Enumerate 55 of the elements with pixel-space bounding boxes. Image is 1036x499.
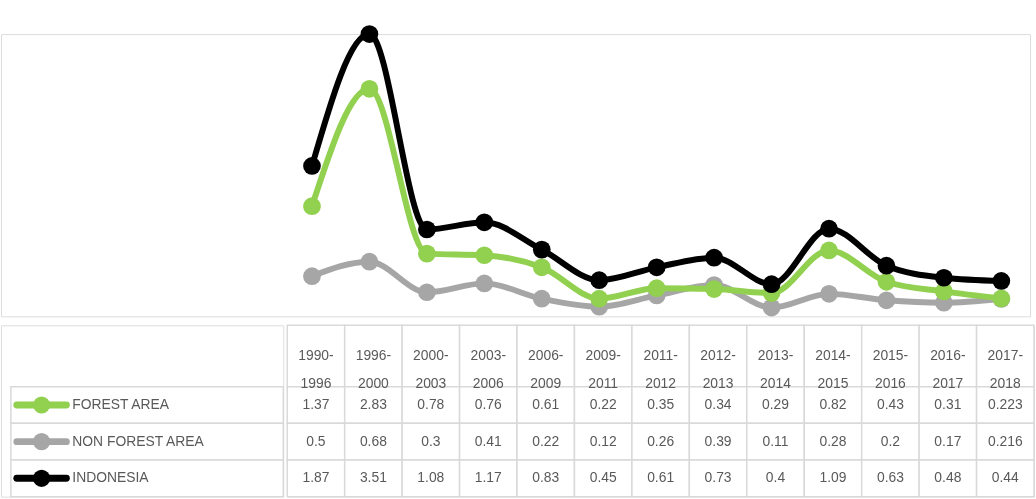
data-label: 0.83 [532,469,560,486]
data-label: 0.41 [474,432,503,449]
data-label: 0.28 [819,432,847,449]
data-label: 0.26 [647,432,675,449]
x-tick-label: 2015-2016 [872,346,909,391]
data-label: 0.3 [421,432,441,449]
data-label: 0.216 [987,432,1023,449]
x-tick-label: 2012-2013 [700,346,736,391]
data-label: 2.83 [359,395,388,412]
data-label: 0.12 [589,432,617,449]
x-tick-label: 2014-2015 [815,346,851,391]
data-label: 0.35 [647,395,675,412]
x-tick-label: 2011-2012 [643,346,678,391]
data-label: 0.43 [876,395,905,412]
data-label: 1.37 [302,395,330,412]
x-tick-label: 2016-2017 [930,346,966,391]
data-label: 0.11 [762,432,789,449]
data-label: 0.44 [991,469,1020,486]
x-tick-label: 1990-1996 [298,346,334,391]
data-label: 0.31 [934,395,962,412]
data-label: 0.61 [647,469,675,486]
data-label: 0.2 [880,432,901,449]
data-label: 0.5 [306,432,326,449]
data-label: 0.48 [934,469,962,486]
x-tick-label: 2009-2011 [585,346,621,391]
data-label: 0.223 [987,395,1023,412]
data-label: 0.76 [474,395,503,412]
data-label: 0.39 [704,432,732,449]
data-label: 0.17 [934,432,962,449]
x-tick-label: 1996-2000 [355,346,392,391]
data-label: 0.45 [589,469,617,486]
data-label: 0.68 [359,432,388,449]
legend-label: FOREST AREA [72,395,170,412]
data-label: 1.09 [819,469,847,486]
data-label: 0.34 [704,395,732,412]
x-tick-label: 2017-2018 [987,346,1024,391]
x-tick-label: 2003-2006 [470,346,507,391]
data-label: 0.78 [417,395,445,412]
data-label: 3.51 [359,469,388,486]
data-label: 0.73 [704,469,732,486]
x-tick-label: 2013-2014 [757,346,794,391]
data-label: 0.4 [765,469,786,486]
data-label: 0.63 [876,469,905,486]
x-tick-label: 2006-2009 [528,346,564,391]
data-label: 0.82 [819,395,847,412]
legend-label: INDONESIA [72,469,150,486]
data-label: 1.08 [417,469,445,486]
data-label: 0.22 [589,395,617,412]
legend-label: NON FOREST AREA [72,432,205,449]
data-label: 1.17 [474,469,503,486]
x-tick-label: 2000-2003 [413,346,449,391]
data-label: 0.29 [762,395,790,412]
data-label: 0.22 [532,432,560,449]
data-label: 0.61 [532,395,560,412]
data-label: 1.87 [302,469,330,486]
